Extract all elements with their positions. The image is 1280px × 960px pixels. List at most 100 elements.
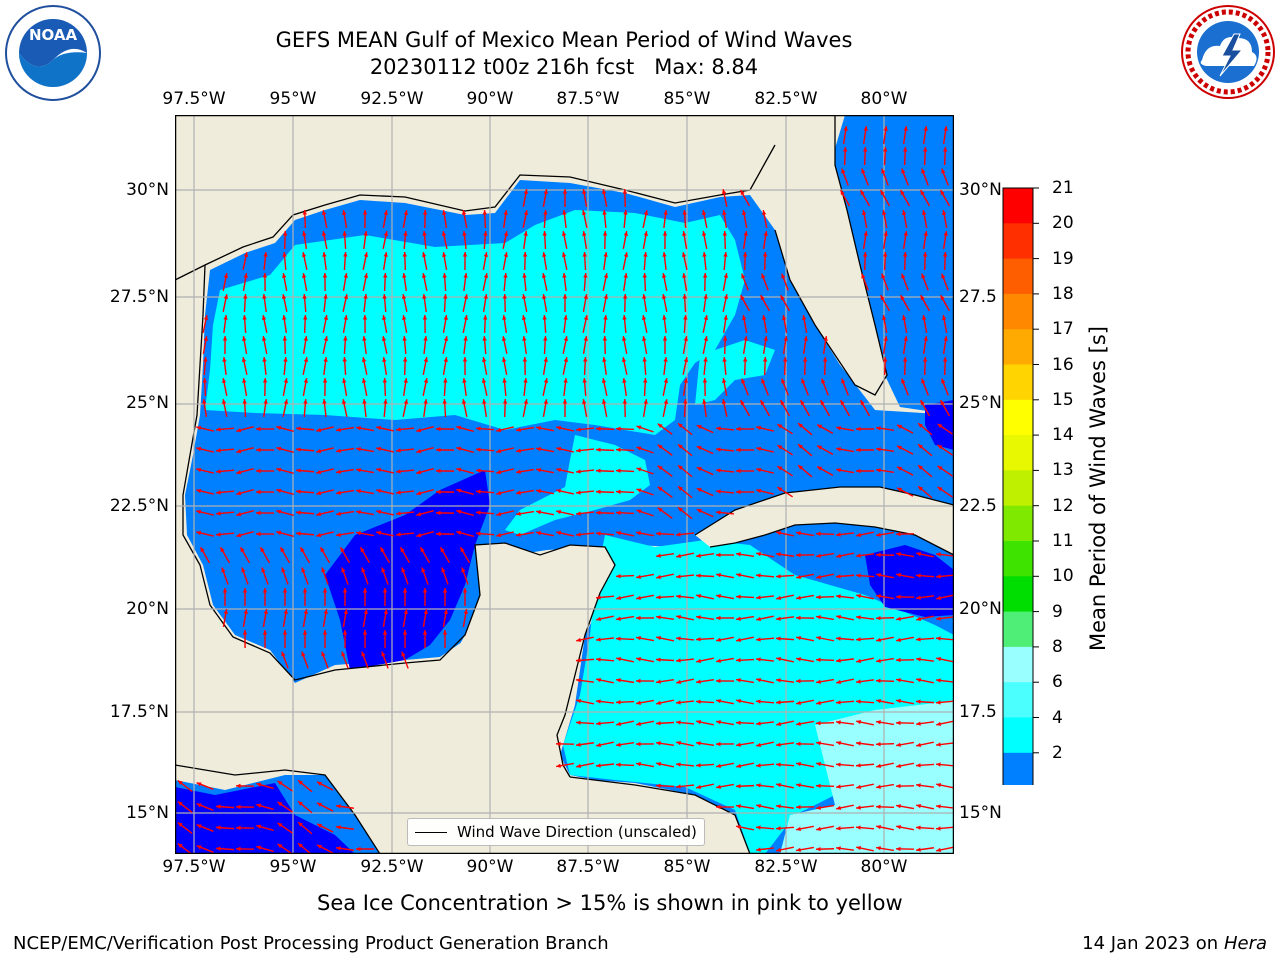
wind-arrow-head (936, 700, 941, 705)
wind-arrow-head (262, 630, 268, 635)
wind-arrow-head (616, 574, 621, 579)
wind-arrow-head (696, 784, 702, 790)
wind-arrow-head (422, 315, 428, 320)
gulf-4-6s-central (505, 435, 650, 535)
lat-tick-left: 25°N (126, 393, 169, 413)
wind-arrow-head (861, 273, 866, 279)
wind-arrow-head (800, 400, 805, 406)
wind-arrow-head (776, 700, 781, 705)
wind-arrow-head (736, 447, 741, 453)
wind-arrow-head (781, 273, 786, 279)
wind-arrow-head (676, 762, 681, 767)
wind-arrow-head (922, 210, 927, 215)
wind-arrow-head (702, 231, 707, 237)
wind-arrow-head (796, 700, 801, 705)
wind-arrow-head (641, 315, 647, 321)
colorbar-tick-label: 20 (1052, 213, 1074, 234)
wind-arrow-head (861, 168, 866, 174)
lat-tick-right: 20°N (959, 599, 1002, 619)
wind-arrow-head (462, 378, 467, 383)
wind-arrow-head (796, 847, 801, 852)
wind-arrow-head (921, 273, 926, 279)
footer-host: Hera (1223, 933, 1267, 954)
colorbar-segment (1003, 717, 1033, 754)
wind-arrow-head (662, 336, 668, 341)
wind-arrow-head (442, 588, 448, 593)
wind-arrow-head (476, 510, 481, 515)
wind-arrow-head (596, 447, 601, 452)
wind-arrow-head (616, 742, 621, 747)
wind-arrow-head (916, 616, 922, 622)
wind-arrow-head (323, 336, 329, 342)
wind-arrow-head (896, 552, 901, 557)
wind-arrow-head (442, 399, 447, 404)
wind-arrow-head (220, 547, 225, 553)
wind-arrow-head (282, 252, 287, 257)
wind-arrow-head (696, 763, 701, 768)
wind-arrow-head (916, 803, 922, 809)
wind-arrow-head (602, 231, 608, 236)
wind-arrow-head (816, 657, 821, 663)
colorbar-label: Mean Period of Wind Waves [s] (1086, 326, 1110, 651)
wind-arrow-head (276, 509, 282, 514)
wind-arrow-head (762, 210, 767, 215)
wind-arrow-head (642, 357, 647, 362)
wind-arrow-head (896, 637, 901, 642)
wind-arrow-head (736, 698, 742, 704)
wind-arrow-head (522, 294, 527, 299)
wind-arrow-head (262, 336, 267, 342)
wind-arrow-head (216, 804, 221, 809)
wind-arrow-head (556, 741, 561, 747)
wind-arrow-head (298, 801, 303, 806)
wind-arrow-head (443, 336, 449, 342)
wind-arrow-head (402, 588, 408, 593)
wind-arrow-head (663, 357, 668, 362)
wind-arrow-head (896, 804, 901, 809)
wind-arrow-head (736, 426, 741, 432)
lat-tick-right: 15°N (959, 803, 1002, 823)
wind-arrow-head (196, 824, 202, 829)
wind-arrow-head (817, 424, 823, 429)
wind-arrow-head (940, 400, 945, 406)
wind-arrow-head (376, 467, 382, 473)
wind-arrow-head (876, 784, 881, 789)
wind-arrow-head (816, 553, 821, 558)
lon-tick-top: 97.5°W (162, 89, 226, 109)
wind-arrow-head (616, 636, 621, 641)
wind-arrow-head (196, 425, 202, 431)
wind-arrow-head (823, 336, 828, 341)
wind-arrow-head (856, 699, 861, 704)
wind-arrow-head (622, 189, 628, 194)
wind-arrow-head (422, 252, 427, 258)
wind-arrow-head (420, 547, 425, 553)
wind-arrow-head (616, 530, 622, 536)
wind-arrow-head (616, 447, 621, 452)
wind-arrow-head (716, 784, 721, 789)
wind-arrow-head (542, 315, 547, 320)
wind-arrow-head (381, 567, 386, 573)
wind-arrow-head (923, 147, 928, 152)
colorbar-segment (1003, 188, 1033, 224)
wind-arrow-head (636, 488, 642, 493)
wind-arrow-head (876, 846, 881, 851)
wind-arrow-head (740, 400, 745, 406)
colorbar-tick-label: 12 (1052, 495, 1074, 516)
wind-arrow-head (696, 658, 702, 664)
wind-arrow-head (836, 532, 841, 537)
map-panel (175, 115, 954, 854)
wind-arrow-head (736, 784, 741, 789)
wind-arrow-head (316, 448, 322, 454)
wind-arrow-head (876, 658, 881, 663)
wind-arrow-head (402, 336, 407, 341)
wind-arrow-head (918, 486, 923, 491)
wind-arrow-head (582, 189, 587, 194)
wind-arrow-head (696, 679, 701, 684)
wind-arrow-head (543, 189, 548, 194)
footer-credit: NCEP/EMC/Verification Post Processing Pr… (13, 933, 609, 954)
wind-arrow-head (916, 595, 921, 600)
wind-arrow-head (622, 399, 628, 404)
wind-arrow-head (336, 448, 341, 453)
wind-arrow-head (882, 357, 888, 362)
wind-arrow-head (776, 552, 781, 557)
wind-arrow-head (777, 487, 783, 492)
